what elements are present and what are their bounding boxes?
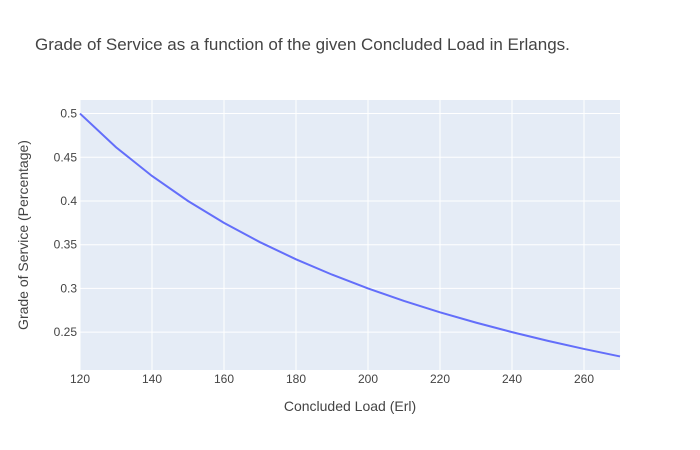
y-tick-label: 0.25 bbox=[54, 325, 78, 339]
chart-title: Grade of Service as a function of the gi… bbox=[35, 35, 570, 54]
y-tick-label: 0.45 bbox=[54, 150, 78, 164]
y-gridlines bbox=[80, 113, 620, 333]
x-gridlines bbox=[79, 100, 585, 370]
x-axis-title: Concluded Load (Erl) bbox=[284, 398, 416, 414]
x-tick-label: 200 bbox=[358, 372, 378, 386]
y-axis-title: Grade of Service (Percentage) bbox=[15, 140, 31, 330]
plot-area bbox=[80, 100, 620, 370]
y-tick-label: 0.3 bbox=[60, 281, 77, 295]
x-tick-label: 260 bbox=[574, 372, 594, 386]
x-tick-label: 160 bbox=[214, 372, 234, 386]
x-tick-label: 180 bbox=[286, 372, 306, 386]
series-line bbox=[79, 112, 621, 358]
y-axis-ticks: 0.25 0.3 0.35 0.4 0.45 0.5 bbox=[54, 107, 78, 340]
y-tick-label: 0.35 bbox=[54, 238, 78, 252]
x-tick-label: 120 bbox=[70, 372, 90, 386]
x-tick-label: 240 bbox=[502, 372, 522, 386]
x-axis-ticks: 120 140 160 180 200 220 240 260 bbox=[70, 372, 594, 386]
x-tick-label: 140 bbox=[142, 372, 162, 386]
x-tick-label: 220 bbox=[430, 372, 450, 386]
y-tick-label: 0.4 bbox=[60, 194, 77, 208]
y-tick-label: 0.5 bbox=[60, 107, 77, 121]
